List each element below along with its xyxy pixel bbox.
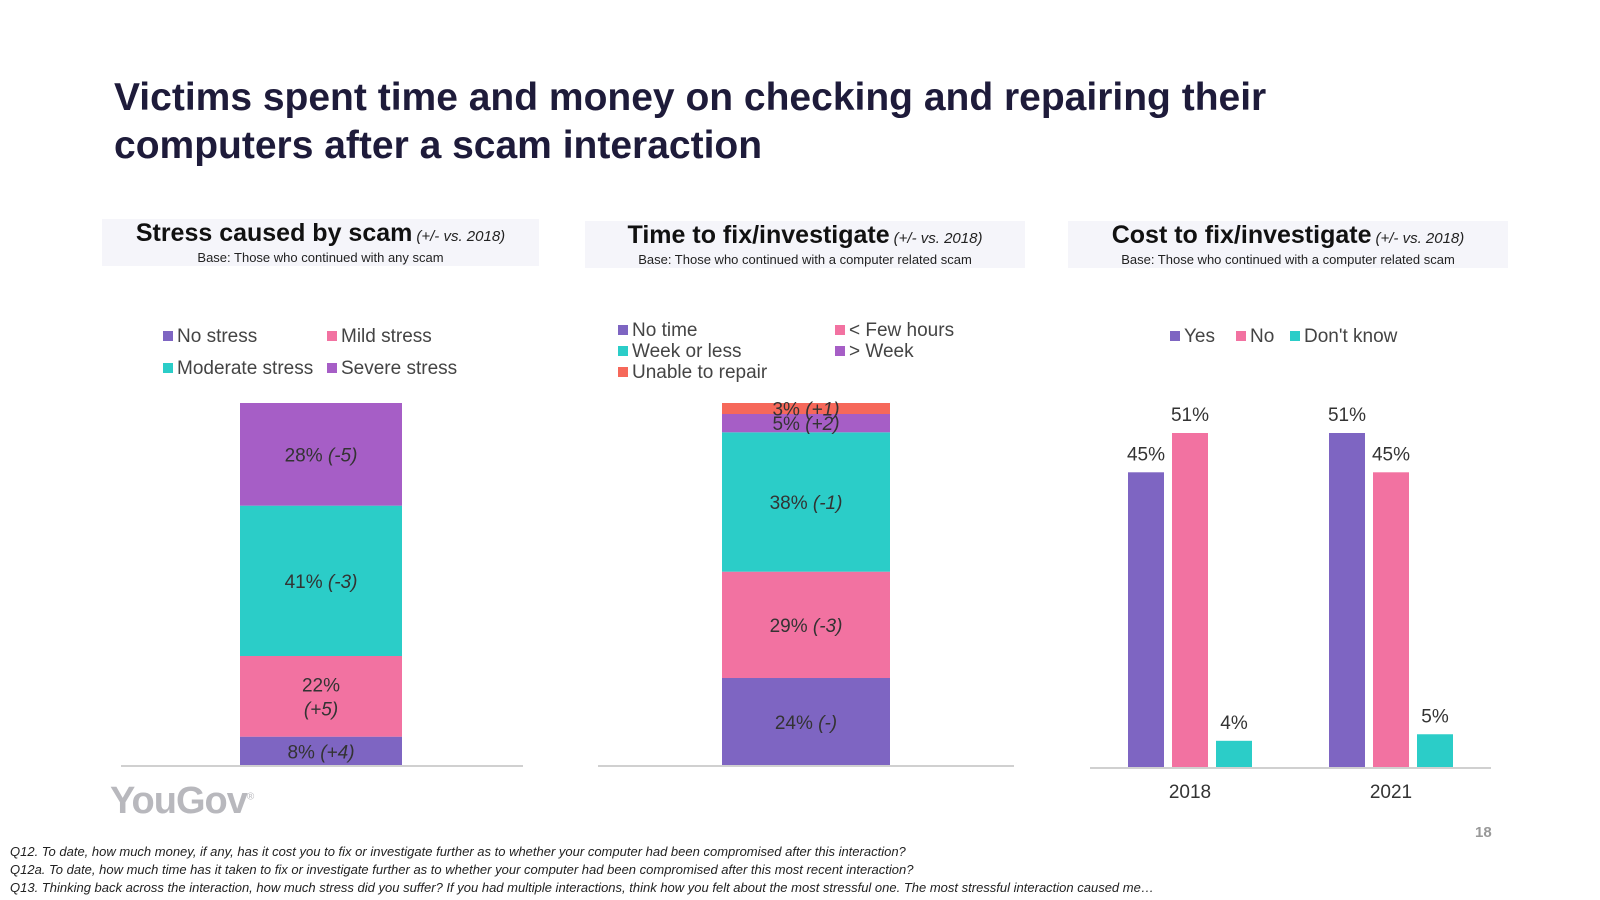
legend-item: Moderate stress (163, 358, 313, 380)
x-tick-label: 2018 (1169, 782, 1211, 803)
legend-label: No (1250, 326, 1275, 347)
page-title: Victims spent time and money on checking… (114, 74, 1364, 170)
stack-segment (240, 505, 402, 656)
stack-segment (722, 432, 890, 572)
legend-label: Don't know (1304, 326, 1398, 347)
legend-swatch (835, 324, 845, 335)
panel-header-cost: Cost to fix/investigate (+/- vs. 2018) Ba… (1068, 221, 1508, 268)
panel-heading: Stress caused by scam (135, 219, 413, 247)
legend-label: Week or less (632, 341, 742, 362)
title-line-2: computers after a scam interaction (114, 124, 763, 167)
x-tick-label: 2021 (1370, 782, 1412, 803)
legend-label: Unable to repair (632, 362, 768, 383)
legend-label: < Few hours (849, 320, 955, 341)
legend-item: > Week (835, 341, 914, 363)
bar-value-label: 45% (1372, 444, 1410, 465)
footnote-q12: Q12. To date, how much money, if any, ha… (10, 844, 906, 859)
footnote-q12a: Q12a. To date, how much time has it take… (10, 862, 914, 877)
panel-base-note: Base: Those who continued with a compute… (638, 252, 972, 267)
segment-label: 28% (-5) (285, 445, 358, 466)
legend-swatch (835, 345, 845, 356)
legend-swatch (163, 330, 173, 341)
legend-label: Moderate stress (177, 358, 314, 379)
legend-label: No time (632, 320, 698, 341)
panel-subheading: (+/- vs. 2018) (893, 230, 983, 247)
segment-label: 24% (-) (775, 713, 837, 734)
panel-base-note: Base: Those who continued with any scam (197, 250, 444, 265)
panel-header-stress: Stress caused by scam (+/- vs. 2018) Base… (102, 219, 539, 266)
stack-segment (722, 678, 890, 766)
panel-base-note: Base: Those who continued with a compute… (1121, 252, 1455, 267)
legend-item: < Few hours (835, 320, 954, 342)
stack-segment (240, 403, 402, 506)
legend-label: Yes (1184, 326, 1215, 347)
legend-swatch (327, 362, 337, 373)
bar (1128, 472, 1164, 767)
panel-header-time: Time to fix/investigate (+/- vs. 2018) Ba… (585, 221, 1025, 268)
legend-swatch (618, 345, 628, 356)
legend-swatch (163, 362, 173, 373)
segment-label: 5% (+2) (772, 414, 839, 435)
panel-subheading: (+/- vs. 2018) (416, 228, 506, 245)
bar-value-label: 4% (1220, 713, 1248, 734)
stack-segment (240, 736, 402, 766)
bar-value-label: 45% (1127, 444, 1165, 465)
bar-value-label: 51% (1328, 405, 1366, 426)
panel-subheading: (+/- vs. 2018) (1375, 230, 1465, 247)
segment-label: 3% (+1) (772, 400, 839, 421)
legend-swatch (327, 330, 337, 341)
stack-segment (722, 571, 890, 678)
bar-value-label: 51% (1171, 405, 1209, 426)
page-number: 18 (1475, 824, 1492, 841)
stack-segment (722, 414, 890, 433)
legend-swatch (1170, 330, 1180, 341)
title-line-1: Victims spent time and money on checking… (114, 76, 1267, 119)
yougov-logo: YouGov® (110, 780, 254, 822)
legend-item: Don't know (1290, 326, 1397, 348)
stack-segment (240, 656, 402, 737)
segment-label: 29% (-3) (770, 616, 843, 637)
segment-label: 22% (+5) (302, 675, 340, 720)
legend-label: Mild stress (341, 326, 432, 347)
legend-label: Severe stress (341, 358, 458, 379)
panel-heading: Time to fix/investigate (627, 221, 890, 249)
legend-item: Week or less (618, 341, 741, 363)
bar-value-label: 5% (1421, 706, 1449, 727)
bar (1216, 740, 1252, 767)
legend-swatch (618, 366, 628, 377)
segment-label: 8% (+4) (287, 742, 354, 763)
legend-swatch (1236, 330, 1246, 341)
bar (1329, 433, 1365, 767)
bar (1417, 734, 1453, 767)
footnote-q13: Q13. Thinking back across the interactio… (10, 880, 1154, 895)
segment-label: 41% (-3) (285, 572, 358, 593)
legend-swatch (618, 324, 628, 335)
legend-label: No stress (177, 326, 258, 347)
panel-heading: Cost to fix/investigate (1111, 221, 1372, 249)
legend-item: No stress (163, 326, 257, 348)
bar (1172, 433, 1208, 767)
segment-label: 38% (-1) (770, 493, 843, 514)
legend-item: No time (618, 320, 697, 342)
legend-item: Yes (1170, 326, 1215, 348)
legend-item: No (1236, 326, 1274, 348)
stack-segment (722, 403, 890, 414)
bar (1373, 472, 1409, 767)
legend-item: Unable to repair (618, 362, 767, 384)
legend-swatch (1290, 330, 1300, 341)
legend-item: Severe stress (327, 358, 457, 380)
legend-label: > Week (849, 341, 914, 362)
legend-item: Mild stress (327, 326, 432, 348)
